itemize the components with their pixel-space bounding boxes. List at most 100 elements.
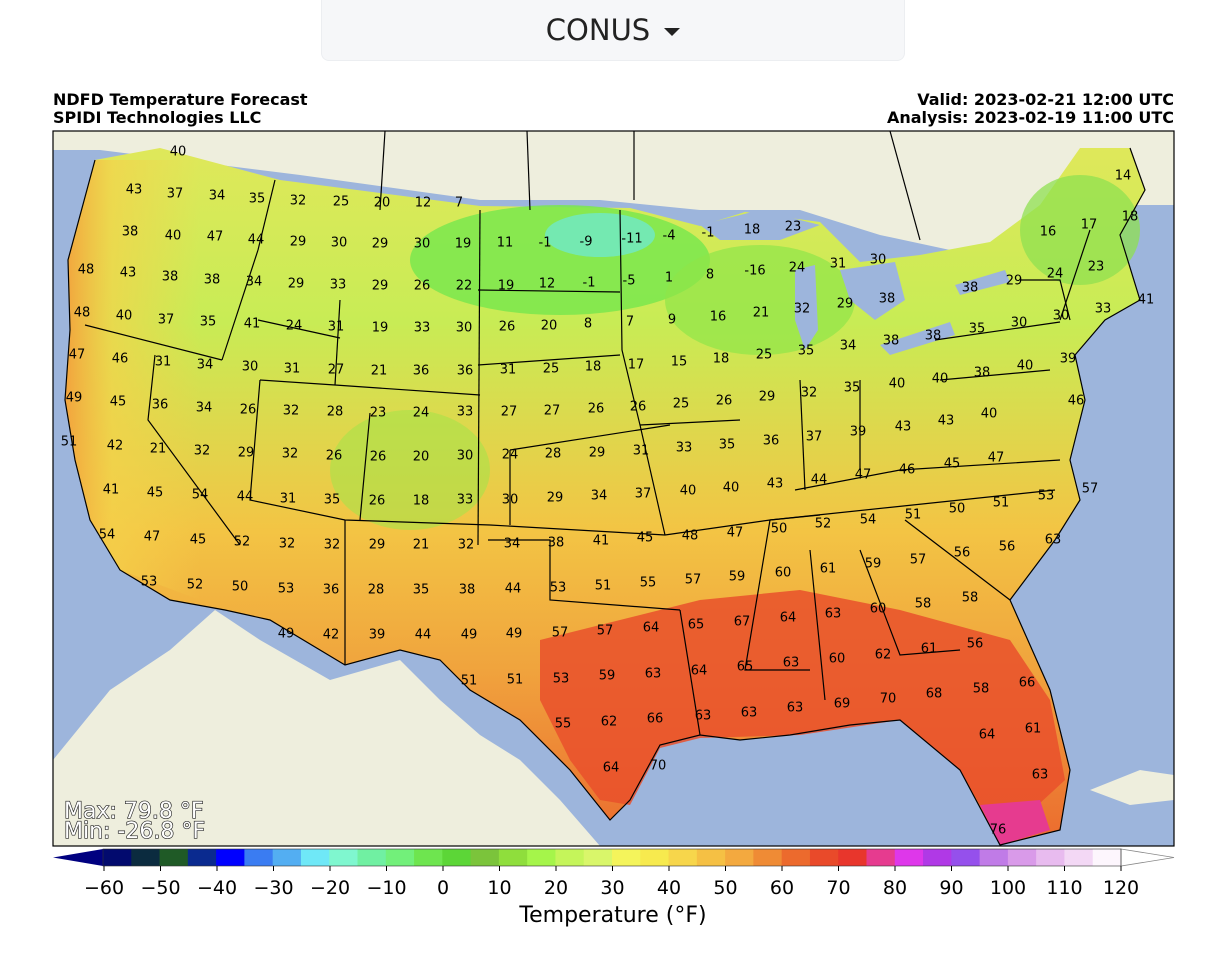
region-dropdown[interactable]: CONUS — [321, 0, 905, 61]
temperature-label: 38 — [925, 329, 942, 344]
temperature-label: 32 — [801, 386, 818, 401]
colorbar — [53, 848, 1175, 867]
temperature-label: 54 — [860, 513, 877, 528]
lake-superior — [700, 210, 820, 240]
temperature-label: 1 — [665, 271, 673, 286]
colorbar-segment — [300, 849, 330, 866]
temperature-label: 53 — [141, 575, 158, 590]
colorbar-tick-label: 60 — [770, 877, 794, 899]
temperature-label: 47 — [727, 526, 744, 541]
temperature-label: 57 — [597, 624, 614, 639]
temperature-label: 64 — [691, 664, 708, 679]
colorbar-segment — [159, 849, 189, 866]
colorbar-tick-label: 80 — [883, 877, 907, 899]
temperature-label: 40 — [116, 309, 133, 324]
temperature-label: 38 — [883, 334, 900, 349]
temperature-label: 58 — [915, 597, 932, 612]
temperature-label: 45 — [944, 457, 961, 472]
temperature-label: 32 — [290, 194, 307, 209]
colorbar-label: Temperature (°F) — [518, 903, 706, 928]
canada-land — [53, 131, 1174, 250]
temperature-label: 54 — [192, 488, 209, 503]
colorbar-max-arrow — [1120, 848, 1175, 867]
temperature-label: 52 — [234, 535, 251, 550]
temperature-label: 31 — [633, 444, 650, 459]
temperature-label: 61 — [921, 642, 938, 657]
temperature-label: 17 — [1081, 218, 1098, 233]
temperature-label: 23 — [1088, 260, 1105, 275]
cold-zone-northeast — [1020, 175, 1140, 285]
temperature-label: 70 — [650, 759, 667, 774]
temperature-label: 35 — [969, 322, 986, 337]
temperature-label: 63 — [1045, 533, 1062, 548]
temperature-label: 36 — [323, 583, 340, 598]
colorbar-segment — [923, 849, 952, 866]
west-coast-warm — [65, 160, 200, 600]
cold-zone-rockies — [330, 410, 490, 530]
temperature-label: 63 — [741, 706, 758, 721]
temperature-label: 39 — [369, 628, 386, 643]
temperature-label: 62 — [875, 648, 892, 663]
colorbar-segment — [612, 849, 641, 866]
temperature-label: 64 — [780, 611, 797, 626]
temperature-label: 60 — [870, 602, 887, 617]
temperature-label: 49 — [278, 627, 295, 642]
valid-time: Valid: 2023-02-21 12:00 UTC — [917, 90, 1174, 109]
temperature-label: 38 — [122, 225, 139, 240]
temperature-label: 34 — [840, 339, 857, 354]
temperature-label: 32 — [279, 537, 296, 552]
temperature-label: 47 — [988, 451, 1005, 466]
colorbar-segment — [866, 849, 896, 866]
temperature-label: 37 — [806, 430, 823, 445]
temperature-label: -5 — [623, 274, 636, 289]
temperature-label: 34 — [196, 401, 213, 416]
colorbar-segment — [1064, 849, 1094, 866]
colorbar-segment — [809, 849, 839, 866]
temperature-label: 24 — [789, 261, 806, 276]
temperature-label: 32 — [458, 538, 475, 553]
temperature-label: 51 — [61, 435, 78, 450]
temperature-label: 26 — [630, 400, 647, 415]
temperature-label: 60 — [775, 566, 792, 581]
colorbar-segment — [385, 849, 415, 866]
temperature-label: 29 — [290, 235, 307, 250]
colorbar-segment — [1007, 849, 1037, 866]
colorbar-tick-label: 0 — [437, 877, 449, 899]
colorbar-segment — [103, 849, 132, 866]
colorbar-segment — [781, 849, 811, 866]
temperature-label: -1 — [702, 226, 715, 241]
colorbar-tick-label: 10 — [487, 877, 511, 899]
colorbar-segment — [668, 849, 698, 866]
colorbar-segment — [583, 849, 613, 866]
temperature-label: 51 — [461, 674, 478, 689]
temperature-label: 30 — [457, 449, 474, 464]
temperature-label: 63 — [645, 667, 662, 682]
temperature-label: 32 — [282, 447, 299, 462]
temperature-label: 37 — [158, 313, 175, 328]
temperature-label: 31 — [155, 355, 172, 370]
temperature-label: 45 — [190, 533, 207, 548]
temperature-label: 45 — [637, 531, 654, 546]
temperature-label: 37 — [167, 187, 184, 202]
temperature-label: 35 — [200, 315, 217, 330]
temperature-label: 41 — [103, 483, 120, 498]
temperature-label: 31 — [328, 320, 345, 335]
temperature-label: 44 — [248, 233, 265, 248]
temperature-label: 45 — [147, 486, 164, 501]
temperature-label: 42 — [323, 628, 340, 643]
temperature-label: 24 — [1047, 267, 1064, 282]
temperature-label: 47 — [855, 468, 872, 483]
temperature-label: 19 — [455, 237, 472, 252]
temperature-label: 53 — [553, 672, 570, 687]
temperature-label: 35 — [324, 493, 341, 508]
colorbar-segment — [696, 849, 726, 866]
state-borders — [64, 131, 1146, 846]
temperature-label: 55 — [555, 717, 572, 732]
temperature-label: 28 — [545, 447, 562, 462]
temperature-label: 7 — [455, 196, 463, 211]
temperature-label: -16 — [744, 264, 765, 279]
temperature-label: 51 — [905, 508, 922, 523]
temperature-label: 57 — [552, 626, 569, 641]
temperature-label: 25 — [543, 362, 560, 377]
temperature-label: 46 — [899, 463, 916, 478]
